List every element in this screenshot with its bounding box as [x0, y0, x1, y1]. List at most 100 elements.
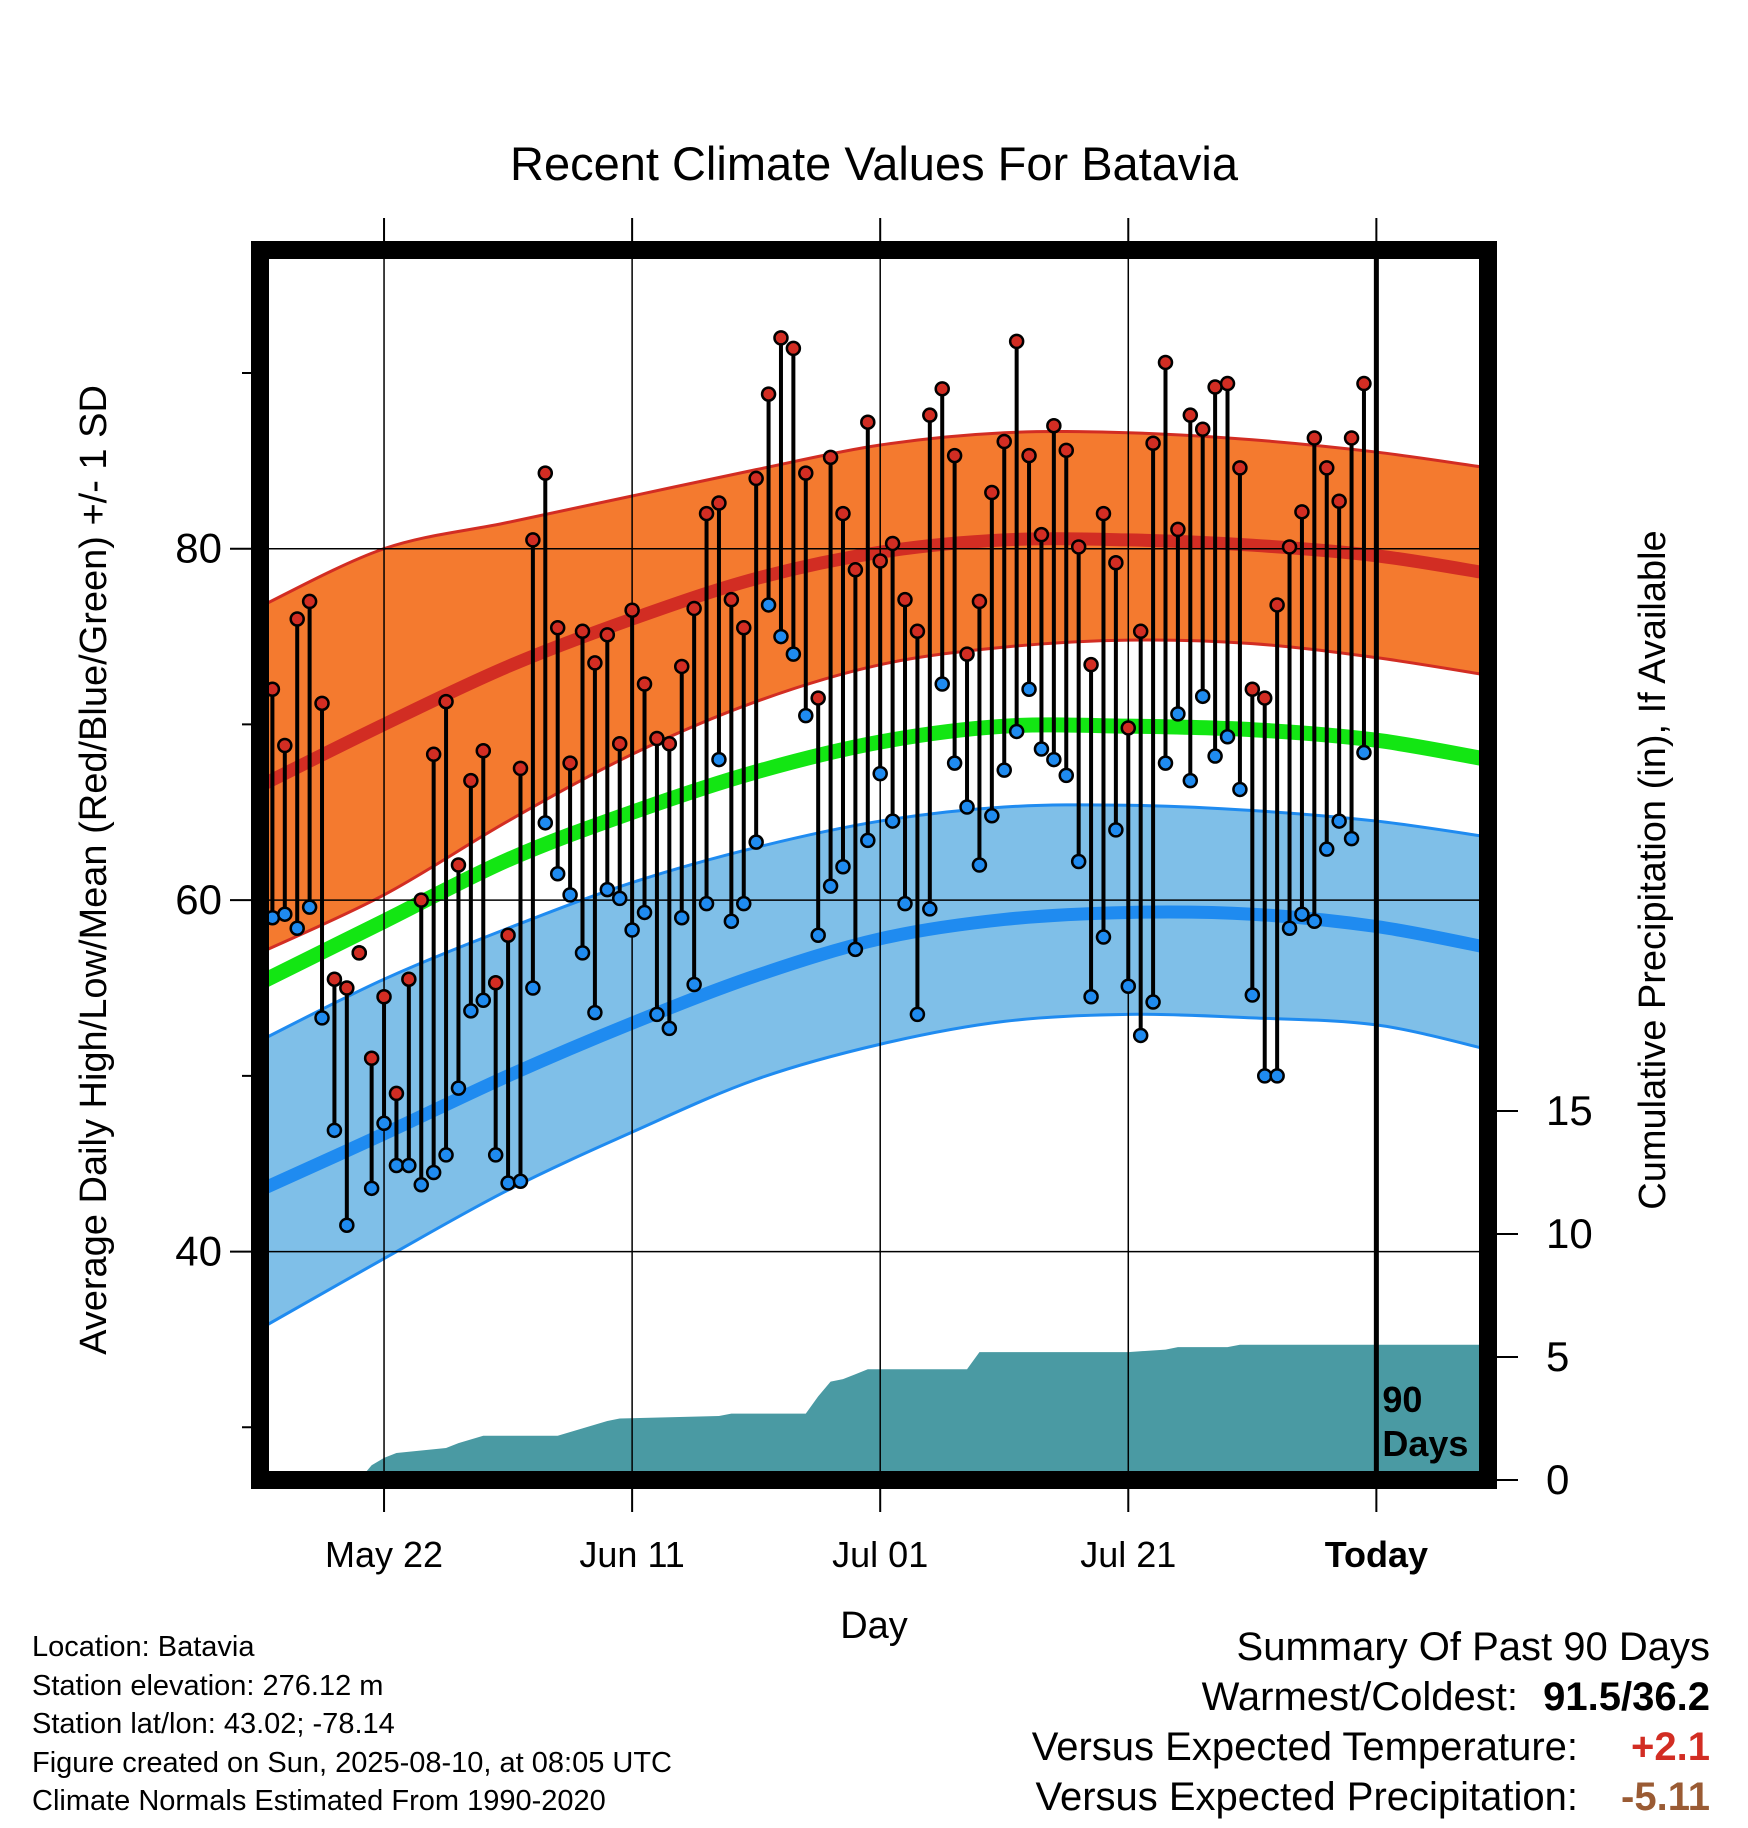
daily-high-point: [1095, 505, 1112, 522]
daily-low-point: [376, 1115, 392, 1132]
plot-content: 90 Days: [260, 250, 1488, 1480]
daily-high-point: [1306, 430, 1323, 446]
daily-low-point: [1182, 772, 1199, 789]
daily-high-point: [413, 892, 430, 908]
daily-high-point: [773, 330, 789, 346]
daily-high-point: [1058, 442, 1075, 459]
daily-high-point: [736, 620, 752, 636]
summary-panel: Summary Of Past 90 Days Warmest/Coldest:…: [1032, 1622, 1710, 1822]
daily-high-point: [1120, 720, 1137, 736]
daily-high-point: [1194, 421, 1211, 437]
daily-low-point: [537, 815, 554, 831]
daily-low-point: [450, 1080, 467, 1096]
x-tick-label: Jul 21: [1080, 1534, 1176, 1575]
daily-high-point: [1207, 379, 1223, 395]
daily-high-point: [537, 465, 554, 481]
daily-low-point: [475, 992, 492, 1009]
daily-high-point: [897, 591, 913, 608]
daily-low-point: [363, 1180, 380, 1197]
daily-low-point: [711, 751, 727, 768]
daily-high-point: [971, 593, 988, 610]
daily-high-point: [1281, 539, 1298, 555]
latlon-text: Station lat/lon: 43.02; -78.14: [32, 1708, 395, 1740]
daily-low-point: [1046, 751, 1062, 768]
y-tick-label: 60: [175, 876, 222, 923]
daily-high-point: [810, 690, 826, 706]
daily-high-point: [376, 989, 392, 1005]
daily-low-point: [624, 922, 640, 938]
chart-title: Recent Climate Values For Batavia: [510, 137, 1239, 190]
daily-low-point: [1356, 744, 1372, 761]
high-sd-band: [260, 431, 1488, 953]
daily-low-point: [301, 899, 318, 915]
daily-high-point: [922, 407, 938, 423]
daily-high-point: [1046, 417, 1062, 434]
daily-low-point: [1331, 813, 1347, 829]
daily-high-point: [574, 623, 591, 640]
plot-area: 90 Days 40 60 80 0 5 10 15 May 22 Jun 11 Jul 01 Jul …: [175, 218, 1593, 1575]
precip-area: [359, 1344, 1488, 1480]
daily-high-point: [996, 433, 1012, 450]
daily-low-point: [736, 895, 752, 912]
daily-low-point: [1108, 822, 1124, 838]
daily-low-point: [487, 1147, 504, 1163]
daily-low-point: [1120, 978, 1137, 994]
daily-low-point: [649, 1006, 665, 1023]
x-tick-label: Jul 01: [832, 1534, 928, 1575]
daily-high-point: [934, 381, 950, 397]
daily-high-point: [785, 340, 802, 357]
low-sd-band: [260, 804, 1488, 1329]
daily-high-point: [835, 505, 851, 522]
daily-high-point: [636, 676, 653, 692]
summary-title: Summary Of Past 90 Days: [1236, 1625, 1710, 1669]
daily-high-point: [277, 737, 293, 754]
daily-low-point: [1194, 688, 1211, 705]
daily-low-point: [847, 941, 864, 958]
daily-low-point: [1095, 929, 1112, 945]
y-axis-label: Average Daily High/Low/Mean (Red/Blue/Gr…: [73, 385, 115, 1355]
daily-high-point: [1318, 460, 1335, 476]
daily-high-point: [1132, 623, 1149, 640]
daily-low-point: [760, 597, 777, 613]
daily-low-point: [549, 866, 566, 882]
plot-frame: [251, 241, 1497, 1489]
precip-anomaly-value: -5.11: [1621, 1775, 1710, 1819]
y-tick-label: 80: [175, 525, 222, 572]
daily-low-point: [748, 834, 764, 850]
daily-high-point: [1356, 375, 1372, 392]
y2-tick-label: 5: [1546, 1333, 1569, 1380]
daily-high-point: [1219, 375, 1236, 392]
daily-low-point: [1008, 723, 1025, 740]
daily-low-point: [773, 628, 789, 645]
daily-high-point: [1269, 597, 1285, 613]
daily-high-point: [872, 553, 888, 569]
daily-low-point: [1058, 767, 1075, 784]
daily-high-point: [1108, 555, 1124, 571]
daily-high-point: [1294, 504, 1310, 520]
daily-low-point: [314, 1010, 330, 1026]
daily-low-point: [971, 857, 988, 873]
daily-low-point: [723, 913, 740, 929]
daily-low-point: [611, 890, 628, 907]
daily-low-point: [326, 1122, 343, 1139]
daily-low-point: [1207, 748, 1223, 764]
daily-high-point: [1157, 354, 1174, 371]
daily-high-point: [1070, 539, 1087, 555]
precip-anomaly-label: Versus Expected Precipitation:: [1035, 1775, 1578, 1819]
daily-low-point: [425, 1164, 442, 1181]
daily-low-point: [1281, 920, 1298, 937]
daily-high-point: [884, 535, 901, 552]
daily-low-point: [1083, 989, 1099, 1005]
daily-high-point: [909, 623, 926, 640]
temp-anomaly-label: Versus Expected Temperature:: [1031, 1725, 1578, 1769]
daily-high-point: [363, 1050, 380, 1067]
daily-high-point: [661, 736, 678, 752]
daily-high-point: [760, 386, 777, 402]
daily-high-point: [1170, 521, 1186, 538]
daily-high-point: [748, 470, 764, 487]
daily-low-point: [1219, 728, 1236, 745]
daily-high-point: [649, 730, 665, 747]
daily-high-point: [698, 505, 715, 522]
daily-low-point: [661, 1020, 678, 1037]
daily-high-point: [326, 971, 343, 987]
